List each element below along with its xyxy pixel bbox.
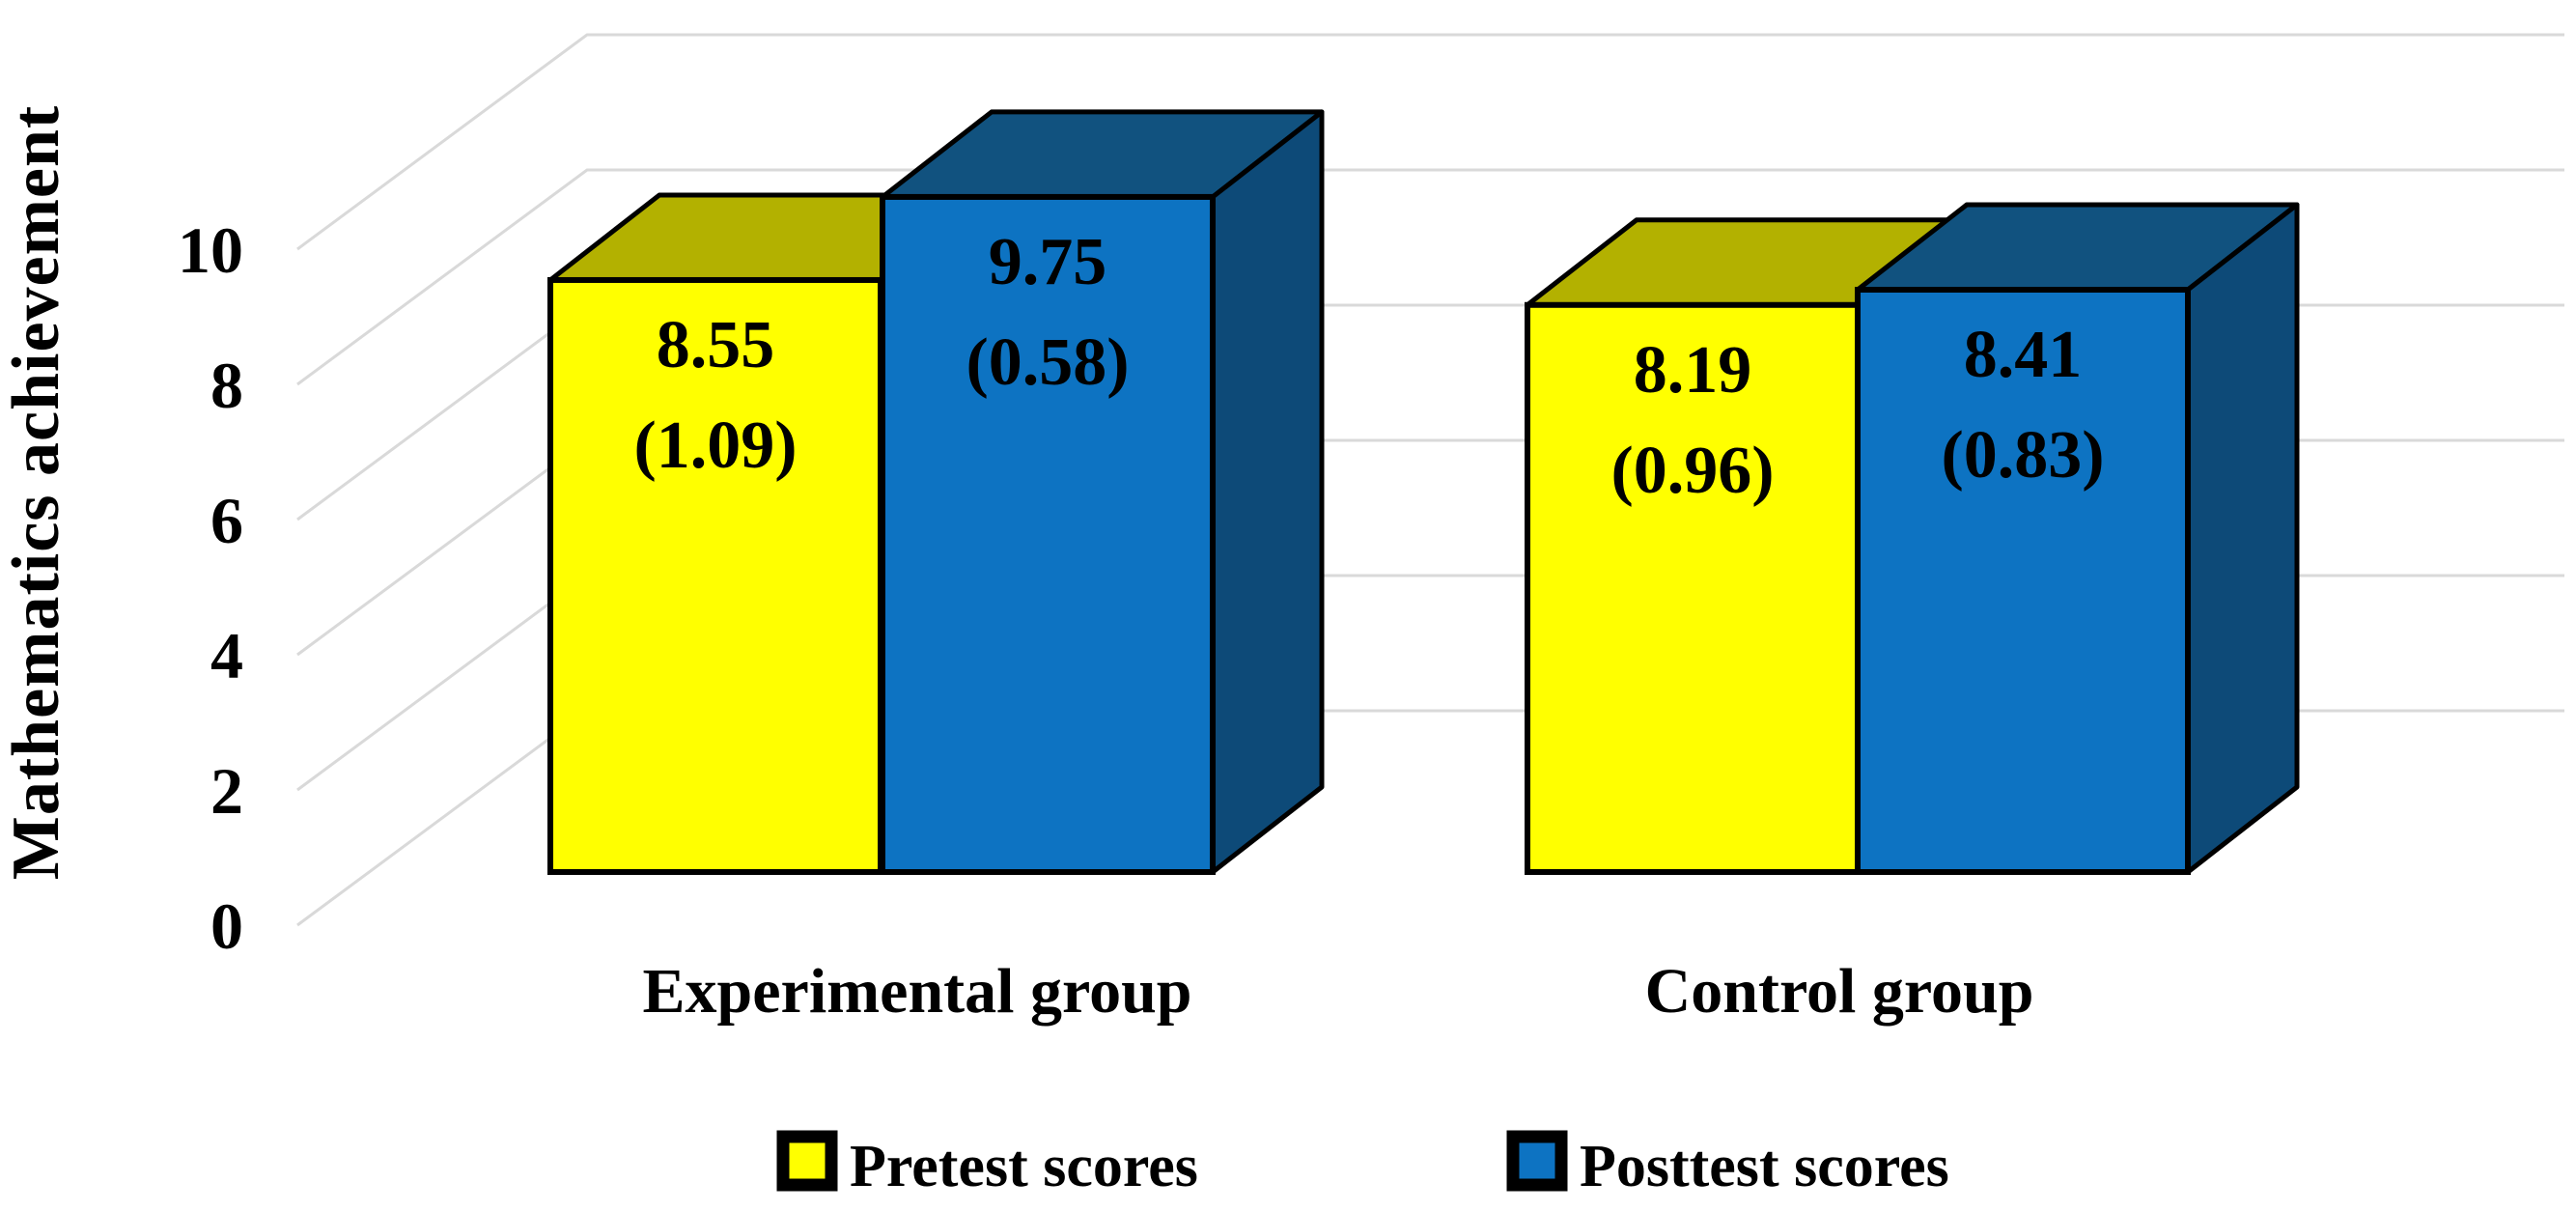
gridline-10 (296, 33, 2564, 251)
y-tick-label-4: 4 (210, 619, 243, 692)
bar-control-pretest (1525, 301, 1861, 876)
legend-swatch-posttest (1506, 1130, 1568, 1192)
bar-sd-label-control-posttest: (0.83) (1941, 418, 2104, 493)
y-axis-title: Mathematics achievement (0, 105, 73, 880)
bar-value-label-experimental-posttest: 9.75 (989, 225, 1107, 299)
bar-value-label-experimental-pretest: 8.55 (657, 308, 775, 382)
y-tick-label-8: 8 (210, 349, 243, 422)
bar-experimental-pretest (547, 276, 883, 875)
bar-control-posttest (1855, 287, 2191, 875)
bar-value-label-control-posttest: 8.41 (1964, 318, 2083, 392)
legend-label-pretest: Pretest scores (850, 1134, 1198, 1199)
bar-sd-label-control-pretest: (0.96) (1610, 434, 1774, 508)
legend-swatch-pretest (776, 1130, 838, 1192)
y-tick-label-6: 6 (210, 484, 243, 557)
bar-value-label-control-pretest: 8.19 (1634, 333, 1752, 408)
category-label-control-group: Control group (1645, 956, 2034, 1027)
bar-side-face-experimental-posttest (1210, 109, 1325, 875)
bar-sd-label-experimental-pretest: (1.09) (633, 408, 797, 483)
bar-sd-label-experimental-posttest: (0.58) (966, 325, 1129, 400)
y-tick-label-2: 2 (210, 754, 243, 828)
category-label-experimental-group: Experimental group (643, 956, 1192, 1027)
y-tick-label-0: 0 (210, 889, 243, 963)
y-tick-label-10: 10 (178, 213, 243, 287)
bar-side-face-control-posttest (2185, 202, 2300, 875)
gridline-8 (296, 168, 2564, 386)
bar-experimental-posttest (880, 193, 1216, 876)
legend-label-posttest: Posttest scores (1580, 1134, 1949, 1199)
